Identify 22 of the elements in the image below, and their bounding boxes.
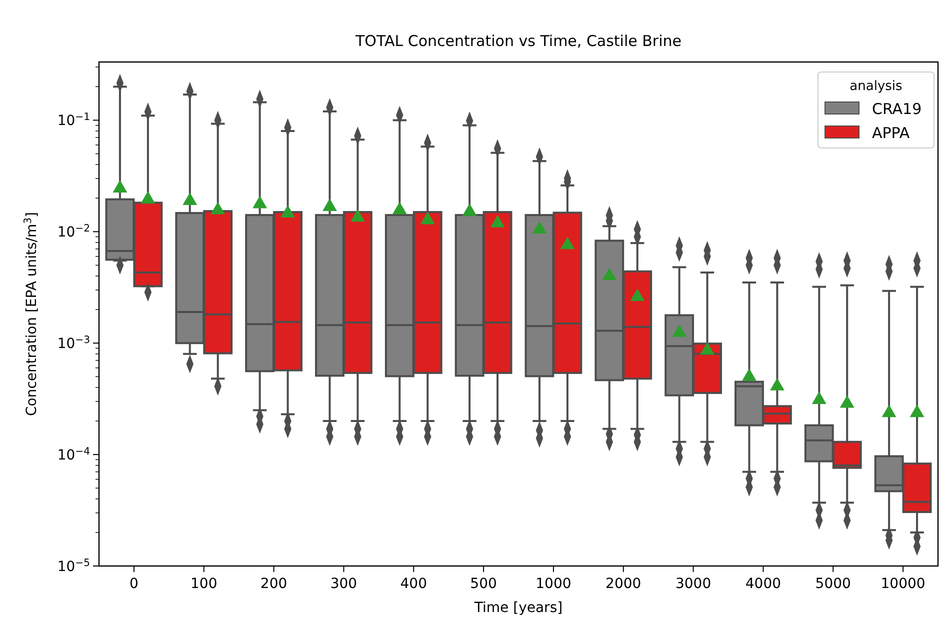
x-tick-label: 200 (260, 576, 288, 592)
x-tick-label: 1000 (536, 576, 572, 592)
x-tick-label: 2000 (606, 576, 642, 592)
x-tick-label: 0 (129, 576, 138, 592)
x-tick-label: 500 (470, 576, 497, 592)
y-tick-label: 10$^{−2}$ (57, 223, 90, 241)
x-tick-label: 3000 (675, 576, 712, 592)
chart-title: TOTAL Concentration vs Time, Castile Brine (354, 32, 682, 50)
x-tick-label: 300 (330, 576, 358, 592)
x-tick-label: 5000 (815, 576, 851, 592)
x-axis-title: Time [years] (473, 600, 563, 616)
y-tick-label: 10$^{−4}$ (57, 446, 90, 464)
x-tick-label: 10000 (880, 576, 926, 592)
y-tick-label: 10$^{−3}$ (57, 334, 90, 352)
y-tick-label: 10$^{−5}$ (57, 558, 90, 575)
x-tick-label: 4000 (745, 576, 782, 592)
legend-title: analysis (850, 79, 903, 94)
legend-label: APPA (872, 124, 910, 142)
legend-label: CRA19 (872, 100, 922, 118)
x-tick-label: 100 (190, 576, 218, 592)
y-tick-label: 10$^{−1}$ (57, 112, 90, 130)
x-tick-label: 400 (400, 576, 427, 592)
